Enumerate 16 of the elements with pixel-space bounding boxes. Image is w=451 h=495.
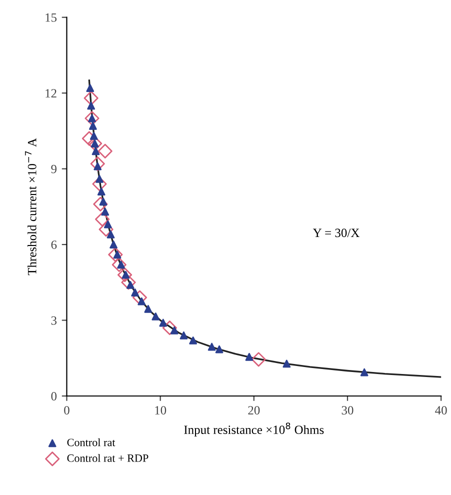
x-tick-label: 20 bbox=[248, 406, 260, 415]
x-axis-title: Input resistance ×10$^{8}$ Ohms bbox=[184, 422, 324, 437]
legend-label: Control rat + RDP bbox=[67, 454, 148, 462]
y-tick-label: 9 bbox=[51, 164, 57, 174]
y-tick-label: 3 bbox=[51, 316, 57, 325]
legend-label: Control rat bbox=[67, 438, 116, 446]
x-tick-label: 0 bbox=[64, 406, 70, 415]
x-tick-label: 30 bbox=[342, 406, 354, 415]
y-tick-label: 15 bbox=[46, 13, 57, 22]
y-tick-label: 0 bbox=[51, 392, 57, 400]
y-axis-title: Threshold current ×10$^{−7}$ A bbox=[25, 138, 36, 276]
x-tick-label: 40 bbox=[435, 406, 447, 415]
y-tick-label: 12 bbox=[46, 89, 56, 98]
x-tick-label: 10 bbox=[155, 406, 166, 415]
y-tick-label: 6 bbox=[51, 240, 57, 249]
annotation: Y = 30/X bbox=[312, 228, 360, 238]
